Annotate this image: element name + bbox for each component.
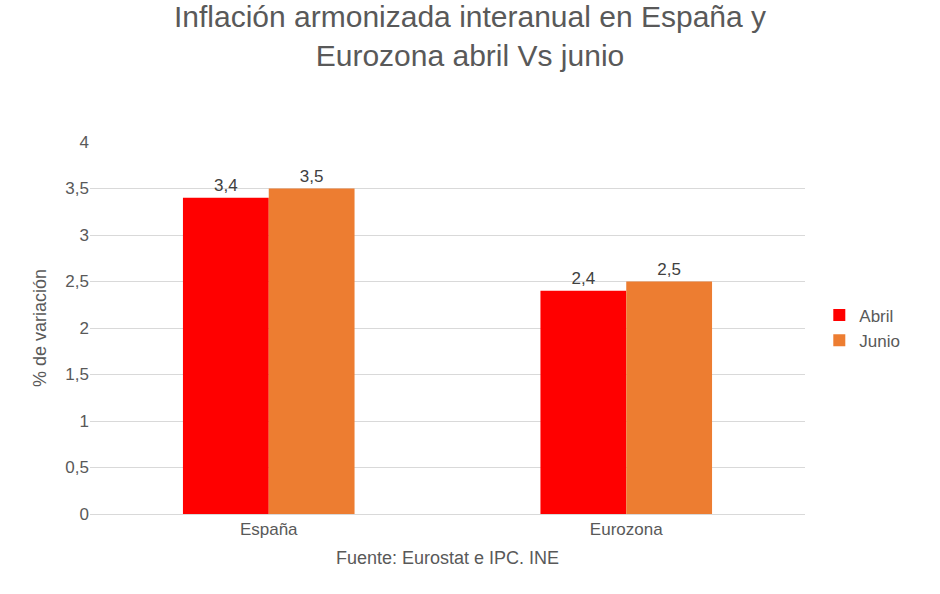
svg-text:España: España bbox=[240, 520, 298, 539]
svg-text:3,4: 3,4 bbox=[214, 176, 238, 195]
svg-text:3: 3 bbox=[80, 226, 89, 245]
svg-text:3,5: 3,5 bbox=[300, 167, 324, 186]
svg-text:Junio: Junio bbox=[859, 332, 900, 351]
svg-text:0: 0 bbox=[80, 505, 89, 524]
svg-text:2,5: 2,5 bbox=[657, 260, 681, 279]
svg-text:0,5: 0,5 bbox=[65, 458, 89, 477]
svg-text:2: 2 bbox=[80, 319, 89, 338]
svg-text:4: 4 bbox=[80, 133, 89, 152]
svg-text:2,4: 2,4 bbox=[572, 269, 596, 288]
svg-text:1,5: 1,5 bbox=[65, 365, 89, 384]
svg-text:1: 1 bbox=[80, 412, 89, 431]
svg-text:Eurozona: Eurozona bbox=[590, 520, 663, 539]
svg-text:% de variación: % de variación bbox=[30, 269, 50, 387]
svg-text:Fuente: Eurostat e IPC. INE: Fuente: Eurostat e IPC. INE bbox=[336, 548, 559, 568]
svg-text:Inflación armonizada interanua: Inflación armonizada interanual en Españ… bbox=[174, 0, 766, 72]
svg-text:Abril: Abril bbox=[859, 307, 893, 326]
svg-text:2,5: 2,5 bbox=[65, 272, 89, 291]
svg-text:3,5: 3,5 bbox=[65, 179, 89, 198]
